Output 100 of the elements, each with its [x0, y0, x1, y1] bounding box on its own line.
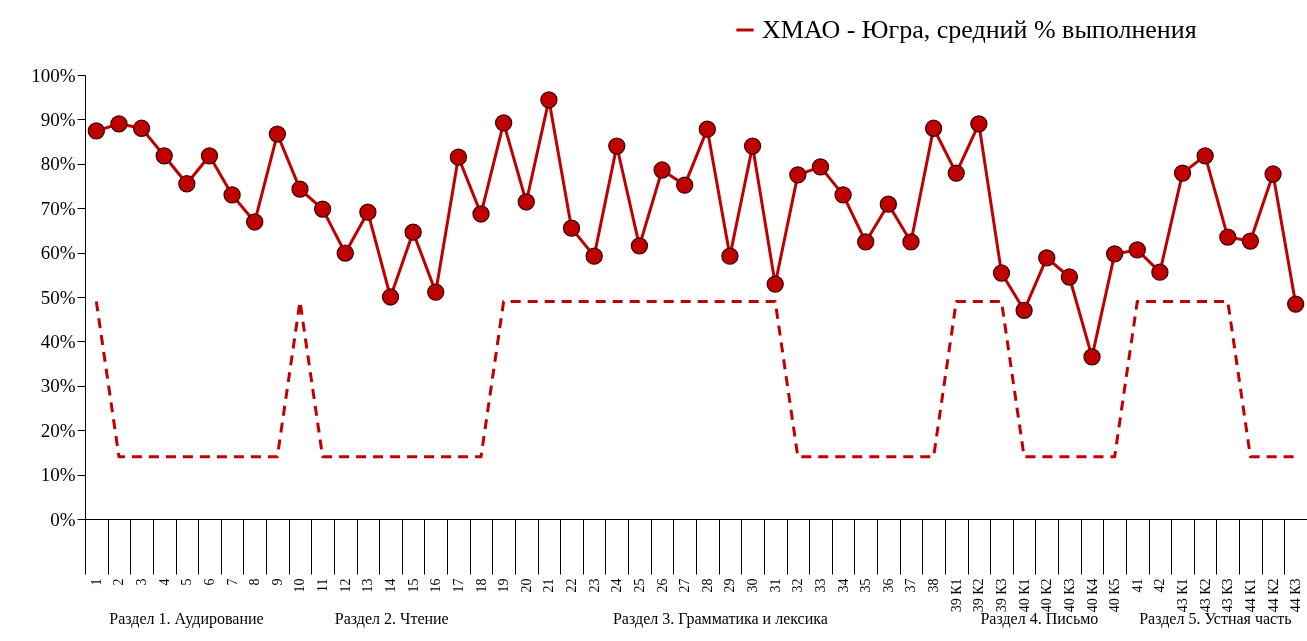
point [1060, 268, 1079, 286]
point [653, 161, 671, 179]
point [857, 233, 875, 251]
point [562, 219, 581, 237]
x-tick-label: 17 [450, 578, 466, 593]
point [200, 147, 219, 165]
x-tick-label: 39 К2 [971, 578, 987, 613]
point [1083, 348, 1101, 366]
point [811, 158, 830, 176]
point [834, 186, 852, 204]
x-tick-label: 41 [1129, 578, 1145, 593]
point [449, 148, 468, 166]
x-tick-label: 13 [360, 578, 376, 593]
y-tick-label: 10% [40, 464, 76, 486]
point [970, 115, 988, 133]
x-tick-label: 24 [609, 578, 625, 593]
x-tick-label: 22 [564, 578, 580, 593]
x-tick-label: 19 [496, 578, 512, 593]
x-tick-label: 40 К4 [1084, 578, 1100, 613]
point [540, 91, 558, 109]
x-tick-label: 29 [722, 578, 738, 593]
point [743, 137, 762, 155]
x-tick-label: 39 К1 [948, 578, 964, 613]
x-tick-label: 21 [541, 578, 557, 593]
x-tick-label: 10 [292, 578, 308, 593]
x-tick-label: 40 К1 [1016, 578, 1032, 613]
x-tick-label: 43 К2 [1197, 578, 1213, 613]
text: Раздел 3. Грамматика и лексика [612, 610, 828, 628]
x-tick-label: 23 [586, 578, 602, 593]
x-tick-label: 43 К3 [1220, 578, 1236, 613]
x-tick-label: 38 [926, 578, 942, 593]
x-tick-label: 44 К2 [1265, 578, 1281, 613]
point [291, 180, 309, 198]
point [155, 147, 173, 165]
x-tick-label: 35 [858, 578, 874, 593]
point [947, 164, 965, 182]
x-tick-label: 12 [337, 578, 353, 593]
point [1151, 263, 1169, 281]
point [698, 120, 716, 138]
point [789, 166, 807, 184]
y-tick-label: 90% [40, 108, 76, 130]
point [630, 237, 649, 255]
y-tick-label: 20% [40, 419, 76, 441]
x-tick-label: 15 [405, 578, 421, 593]
point [1264, 165, 1282, 183]
point [1173, 164, 1192, 182]
point [404, 223, 422, 241]
y-tick-label: 30% [40, 375, 76, 397]
point [178, 175, 196, 193]
point [223, 186, 241, 204]
point [1038, 249, 1056, 267]
x-tick-label: 28 [699, 578, 715, 593]
point [517, 193, 535, 211]
x-tick-label: 25 [631, 578, 647, 593]
text: Раздел 2. Чтение [334, 610, 449, 628]
x-tick-label: 3 [134, 578, 150, 586]
point [585, 247, 603, 265]
x-tick-label: 20 [518, 578, 534, 593]
x-tick-label: 9 [269, 578, 285, 586]
x-tick-label: 44 К1 [1242, 578, 1258, 613]
y-tick-label: 80% [40, 153, 76, 175]
x-tick-label: 34 [835, 578, 851, 593]
point [359, 203, 377, 221]
x-tick-label: 31 [767, 578, 783, 593]
point [246, 213, 264, 231]
x-tick-label: 40 К2 [1039, 578, 1055, 613]
point [87, 122, 105, 140]
point [1287, 295, 1305, 313]
x-tick-label: 16 [428, 578, 444, 593]
point [992, 264, 1011, 282]
y-tick-label: 60% [40, 242, 76, 264]
x-tick-label: 42 [1152, 578, 1168, 593]
point [879, 195, 898, 213]
x-tick-label: 5 [179, 578, 195, 586]
x-tick-label: 43 К1 [1175, 578, 1191, 613]
x-tick-label: 37 [903, 578, 919, 593]
point [721, 247, 739, 265]
point [472, 205, 490, 223]
x-tick-label: 40 К3 [1061, 578, 1077, 613]
y-tick-label: 100% [31, 64, 76, 86]
y-tick-label: 40% [40, 330, 76, 352]
point [766, 275, 784, 293]
x-tick-label: 6 [201, 578, 217, 586]
x-tick-label: 1 [88, 578, 104, 586]
point [427, 283, 445, 301]
point [902, 233, 920, 251]
y-tick-label: 0% [50, 508, 76, 530]
x-tick-label: 7 [224, 578, 240, 586]
point [110, 115, 128, 133]
point [1241, 232, 1260, 250]
point [313, 200, 332, 218]
point [381, 288, 400, 306]
x-tick-label: 36 [880, 578, 896, 593]
point [924, 119, 943, 137]
point [132, 119, 151, 137]
x-tick-label: 8 [247, 578, 263, 586]
point [268, 125, 287, 143]
text: Раздел 1. Аудирование [109, 610, 264, 628]
x-tick-label: 39 К3 [994, 578, 1009, 613]
x-tick-label: 32 [790, 578, 806, 593]
